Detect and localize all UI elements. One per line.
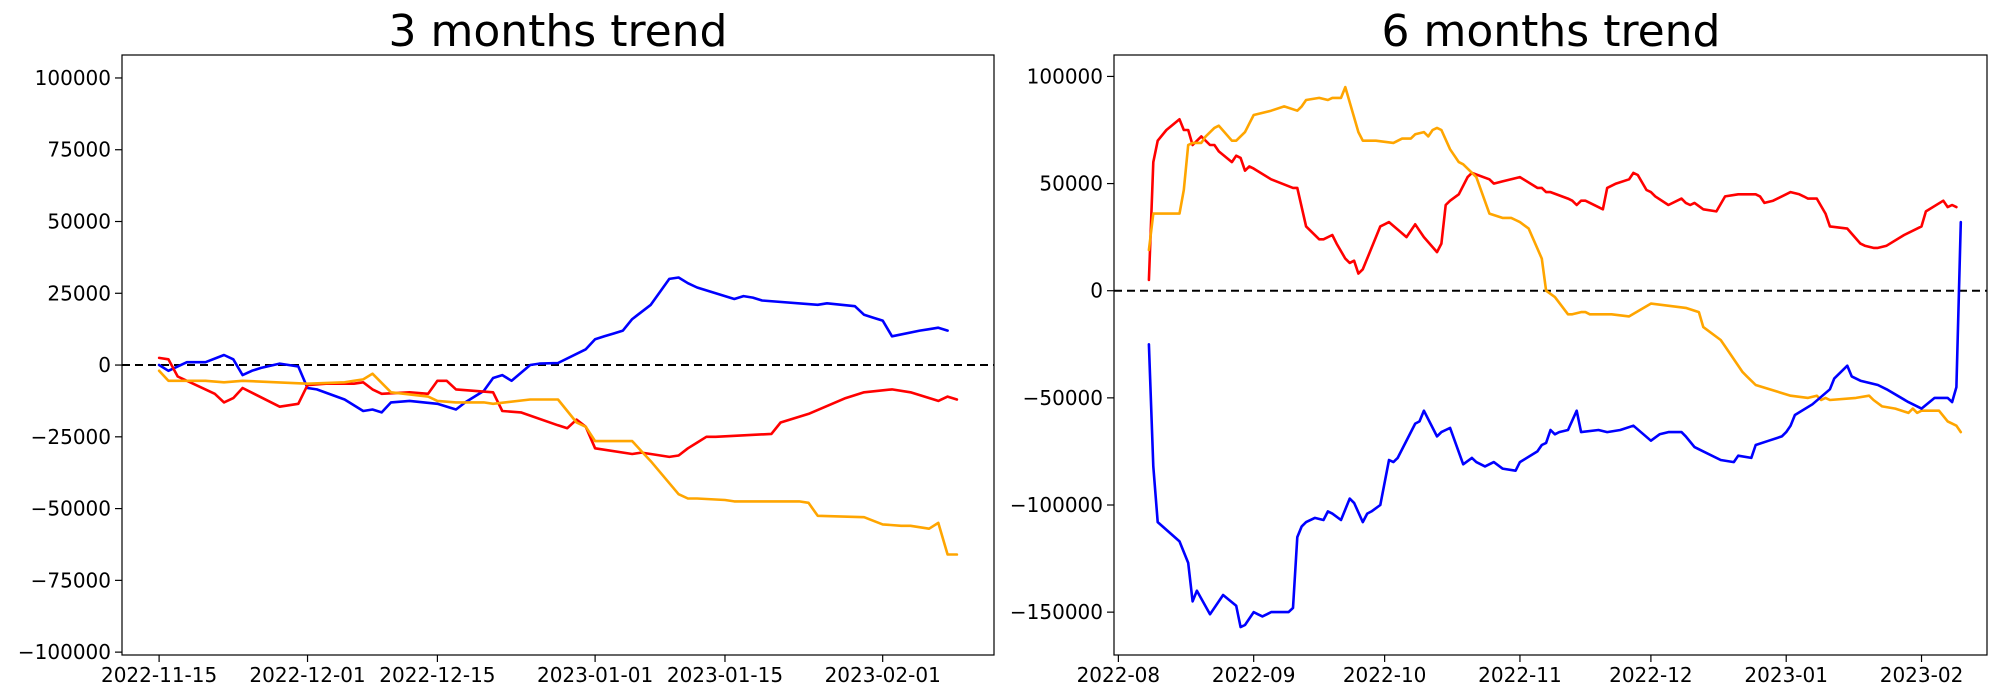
x-tick-label: 2023-01 [1744,663,1828,687]
y-tick-label: −100000 [1010,493,1103,517]
x-tick-label: 2023-02-01 [825,663,941,687]
y-tick-label: −75000 [31,568,111,592]
x-tick-label: 2022-08 [1077,663,1161,687]
y-tick-label: −25000 [31,425,111,449]
y-tick-label: −100000 [18,640,111,664]
chart-6-months-trend: 6 months trend −150000 −100000 −50000 0 5000… [1010,6,1988,687]
y-tick-label: 50000 [47,210,111,234]
y-tick-label: −150000 [1010,600,1103,624]
series-line-2 [1147,220,1963,629]
x-tick-label: 2022-11-15 [101,663,217,687]
x-tick-label: 2022-09 [1212,663,1296,687]
x-tick-label: 2022-12-15 [379,663,495,687]
x-tick-label: 2023-02 [1880,663,1964,687]
series-line-0 [1147,118,1958,282]
y-tick-label: 50000 [1039,172,1103,196]
y-tick-label: 0 [98,353,111,377]
ticks-layer: −150000 −100000 −50000 0 50000 100000 2022-08 2… [1010,64,1963,687]
x-tick-label: 2022-11 [1478,663,1562,687]
y-tick-label: 100000 [1027,64,1103,88]
y-tick-label: 25000 [47,281,111,305]
series-layer [1147,85,1963,629]
series-line-1 [157,356,959,459]
y-tick-label: 0 [1090,279,1103,303]
x-tick-label: 2023-01-15 [667,663,783,687]
y-tick-label: −50000 [1023,386,1103,410]
x-tick-label: 2023-01-01 [537,663,653,687]
y-tick-label: −50000 [31,497,111,521]
series-line-0 [157,276,949,414]
x-tick-label: 2022-10 [1343,663,1427,687]
series-line-2 [157,369,959,556]
axes-frame [1113,54,1988,656]
chart-title: 3 months trend [389,6,728,57]
series-line-1 [1147,85,1963,434]
x-tick-label: 2022-12-01 [249,663,365,687]
chart-3-months-trend: 3 months trend −100000 −75000 −50000 −25000… [18,6,995,687]
y-tick-label: 75000 [47,138,111,162]
series-layer [157,276,959,556]
y-tick-label: 100000 [35,66,111,90]
x-tick-label: 2022-12 [1609,663,1693,687]
chart-title: 6 months trend [1382,6,1721,57]
ticks-layer: −100000 −75000 −50000 −25000 0 25000 50000 7500… [18,66,941,687]
axes-frame [121,54,995,656]
